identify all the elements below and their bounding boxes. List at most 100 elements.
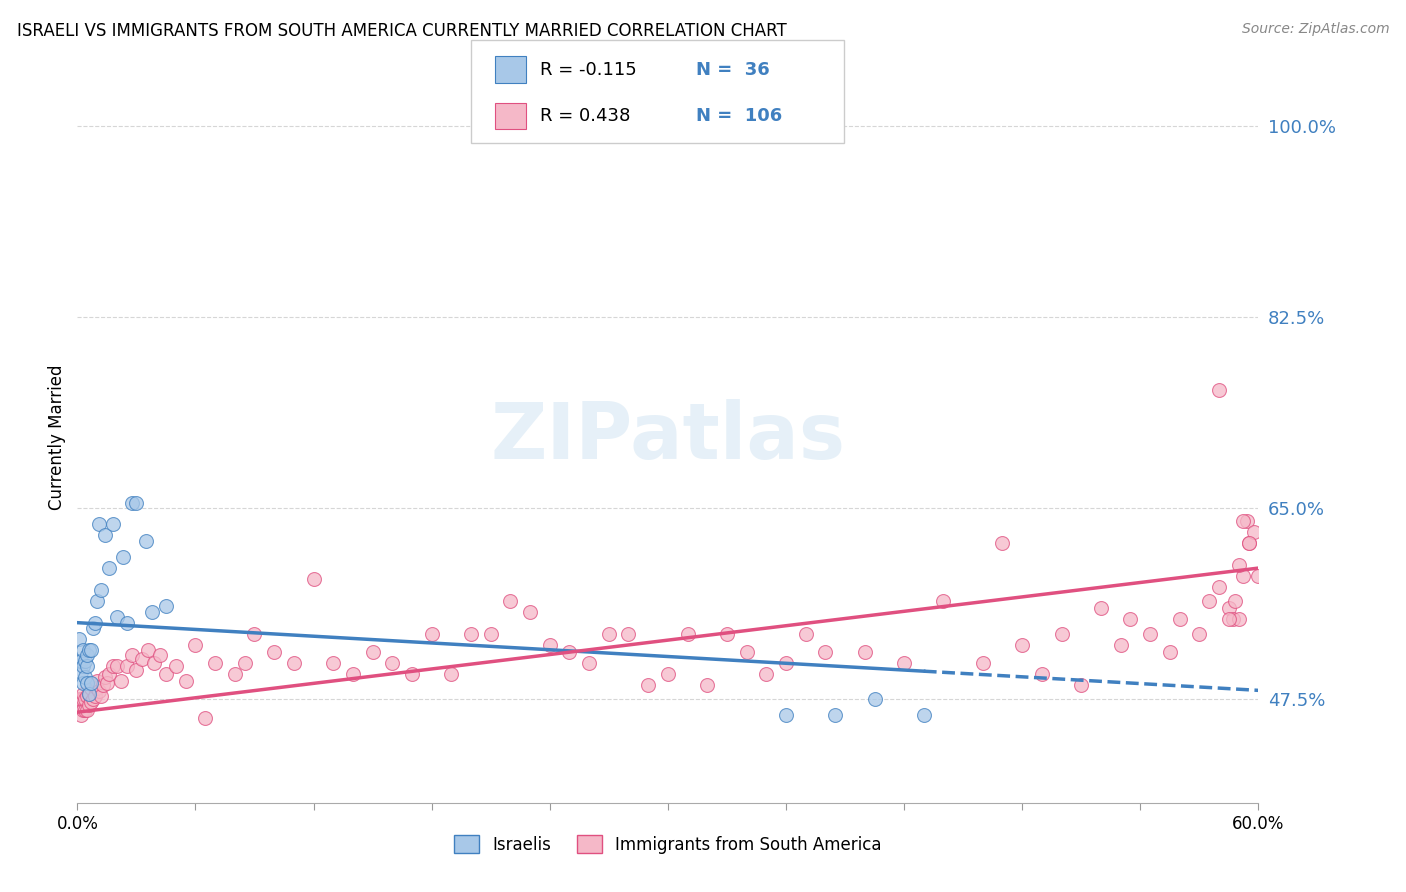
Point [77,687,100,701]
Point [184,638,207,652]
Point [912,708,935,723]
Point [755,667,778,681]
Point [1237,536,1260,550]
Point [863,692,886,706]
Point [1090,601,1112,615]
Point [1139,626,1161,640]
Point [131,651,153,665]
Point [77,687,100,701]
Legend: Israelis, Immigrants from South America: Israelis, Immigrants from South America [447,829,889,860]
Point [637,678,659,692]
Point [86,681,108,695]
Point [1109,638,1132,652]
Point [775,656,797,670]
Text: ZIPatlas: ZIPatlas [491,399,845,475]
Point [70,665,93,679]
Point [283,656,305,670]
Point [110,673,132,688]
Point [72,643,94,657]
Point [243,626,266,640]
Point [1232,514,1254,528]
Text: R = 0.438: R = 0.438 [540,107,630,125]
Point [141,605,163,619]
Text: ISRAELI VS IMMIGRANTS FROM SOUTH AMERICA CURRENTLY MARRIED CORRELATION CHART: ISRAELI VS IMMIGRANTS FROM SOUTH AMERICA… [17,22,786,40]
Point [97,667,120,681]
Point [1119,612,1142,626]
Point [233,656,256,670]
Point [86,673,108,688]
Point [1050,626,1073,640]
Point [1159,645,1181,659]
Point [76,659,98,673]
Point [67,654,90,668]
Point [76,703,98,717]
Point [70,708,93,723]
Point [94,670,117,684]
Point [86,594,108,608]
Y-axis label: Currently Married: Currently Married [48,364,66,510]
Point [735,645,758,659]
Point [84,615,107,630]
Point [676,626,699,640]
Point [814,645,837,659]
Point [361,645,384,659]
Point [101,517,124,532]
Point [90,582,112,597]
Point [696,678,718,692]
Point [1011,638,1033,652]
Point [121,648,143,663]
Point [94,528,117,542]
Point [1247,568,1270,582]
Point [1237,536,1260,550]
Point [716,626,738,640]
Point [1218,612,1240,626]
Point [80,695,103,709]
Point [84,689,107,703]
Point [1223,594,1246,608]
Point [302,572,325,586]
Point [125,663,148,677]
Point [75,670,97,684]
Point [657,667,679,681]
Point [135,533,157,548]
Point [479,626,502,640]
Point [143,656,166,670]
Text: R = -0.115: R = -0.115 [540,61,637,78]
Text: Source: ZipAtlas.com: Source: ZipAtlas.com [1241,22,1389,37]
Point [794,626,817,640]
Point [121,495,143,509]
Point [224,667,246,681]
Point [174,673,197,688]
Point [1188,626,1211,640]
Point [91,678,114,692]
Point [105,659,128,673]
Point [70,692,93,706]
Point [932,594,955,608]
Point [381,656,404,670]
Point [67,632,90,646]
Point [67,698,90,712]
Point [115,659,138,673]
Point [204,656,226,670]
Point [194,711,217,725]
Point [853,645,876,659]
Point [1227,612,1250,626]
Point [111,550,134,565]
Point [67,692,90,706]
Point [76,675,98,690]
Point [72,675,94,690]
Point [87,684,110,698]
Point [538,638,561,652]
Point [82,692,104,706]
Point [558,645,581,659]
Point [440,667,463,681]
Point [1232,568,1254,582]
Point [322,656,344,670]
Point [165,659,187,673]
Point [1236,514,1258,528]
Point [460,626,482,640]
Point [1243,524,1265,539]
Point [77,698,100,712]
Point [136,643,159,657]
Point [80,681,103,695]
